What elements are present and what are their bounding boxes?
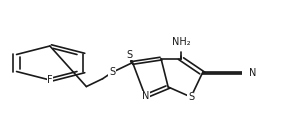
Text: N: N [249,68,257,78]
Text: NH₂: NH₂ [172,37,190,47]
Text: S: S [109,67,115,77]
Text: S: S [188,92,194,102]
Text: F: F [47,75,53,85]
Text: S: S [127,50,133,60]
Text: N: N [142,91,149,101]
